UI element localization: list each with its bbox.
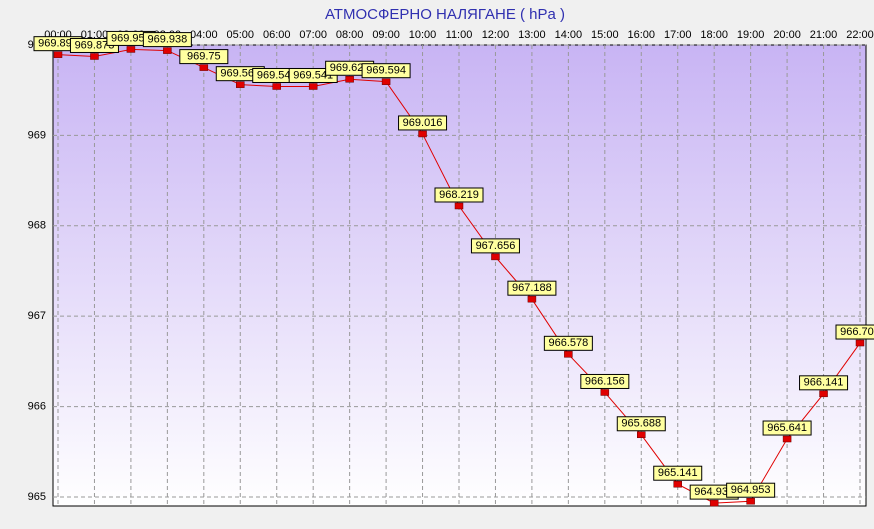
- data-label: 965.141: [658, 467, 698, 479]
- data-label: 967.188: [512, 282, 552, 294]
- point-marker: [600, 389, 610, 396]
- point-marker: [418, 130, 427, 138]
- data-label: 969.938: [147, 34, 187, 46]
- data-label: 969.561: [220, 68, 260, 80]
- y-tick-label: 966: [28, 400, 46, 412]
- y-tick-label: 965: [28, 491, 46, 503]
- label-box: [543, 335, 593, 351]
- x-tick-label: 01:00: [81, 29, 109, 41]
- x-tick-label: 21:00: [810, 29, 838, 41]
- point-marker: [673, 480, 682, 488]
- data-label: 968.219: [439, 189, 479, 201]
- x-tick-label: 05:00: [227, 29, 255, 41]
- data-label: 969.75: [187, 51, 221, 63]
- data-label: 969.873: [75, 39, 115, 51]
- data-label: 969.541: [257, 69, 297, 81]
- data-label: 966.578: [548, 337, 588, 349]
- label-box: [434, 187, 484, 203]
- data-label: 965.688: [621, 418, 661, 430]
- data-label: 969.621: [330, 62, 370, 74]
- plot-area: [52, 44, 867, 507]
- point-marker: [527, 295, 537, 303]
- point-marker: [381, 78, 391, 85]
- x-tick-label: 16:00: [628, 29, 656, 41]
- label-box: [142, 32, 192, 48]
- data-label: 964.932: [694, 486, 734, 498]
- x-tick-label: 20:00: [773, 29, 801, 41]
- point-marker: [199, 64, 209, 71]
- point-marker: [819, 390, 828, 398]
- x-tick-label: 19:00: [737, 29, 765, 41]
- label-box: [507, 280, 557, 296]
- y-tick-label: 969: [28, 129, 46, 141]
- label-box: [179, 49, 229, 65]
- point-marker: [491, 253, 500, 261]
- point-marker: [90, 53, 99, 60]
- point-marker: [454, 202, 464, 210]
- point-marker: [746, 497, 755, 505]
- point-marker: [308, 83, 318, 90]
- label-box: [799, 375, 849, 391]
- point-marker: [637, 431, 646, 439]
- point-marker: [272, 83, 281, 90]
- label-box: [580, 373, 630, 389]
- point-marker: [855, 339, 865, 347]
- x-tick-label: 09:00: [372, 29, 400, 41]
- y-tick-label: 968: [28, 220, 46, 232]
- x-tick-label: 11:00: [446, 29, 473, 41]
- data-label: 964.953: [731, 484, 771, 496]
- x-tick-label: 22:00: [846, 29, 874, 41]
- x-tick-label: 10:00: [409, 29, 437, 41]
- data-label: 966.703: [840, 326, 874, 338]
- label-box: [762, 420, 812, 436]
- data-label: 969.951: [111, 32, 151, 44]
- point-marker: [163, 47, 172, 54]
- x-tick-label: 15:00: [591, 29, 619, 41]
- data-label: 967.656: [476, 240, 516, 252]
- x-tick-label: 12:00: [482, 29, 510, 41]
- point-marker: [236, 81, 245, 88]
- label-box: [726, 482, 776, 498]
- label-box: [616, 416, 666, 432]
- x-tick-label: 07:00: [299, 29, 327, 41]
- x-tick-label: 14:00: [555, 29, 583, 41]
- point-marker: [709, 499, 719, 507]
- point-marker: [564, 351, 573, 358]
- point-marker: [126, 46, 136, 53]
- data-label: 969.541: [293, 69, 333, 81]
- label-box: [361, 63, 411, 79]
- data-label: 969.594: [366, 65, 406, 77]
- point-marker: [345, 76, 354, 83]
- data-label: 969.893: [38, 38, 78, 50]
- x-tick-label: 08:00: [336, 29, 364, 41]
- label-box: [398, 115, 448, 131]
- x-tick-label: 17:00: [664, 29, 692, 41]
- data-label: 966.156: [585, 375, 625, 387]
- data-label: 969.016: [403, 117, 443, 129]
- x-tick-label: 18:00: [700, 29, 728, 41]
- label-box: [653, 465, 703, 481]
- label-box: [470, 238, 520, 254]
- label-box: [835, 324, 874, 340]
- x-tick-label: 06:00: [263, 29, 291, 41]
- data-label: 966.141: [804, 377, 844, 389]
- point-marker: [53, 51, 63, 58]
- chart-title: АТМОСФЕРНО НАЛЯГАНЕ ( hPa ): [325, 6, 565, 23]
- x-tick-label: 04:00: [190, 29, 218, 41]
- data-label: 965.641: [767, 422, 807, 434]
- y-tick-label: 967: [28, 310, 46, 322]
- x-tick-label: 13:00: [518, 29, 546, 41]
- point-marker: [782, 435, 792, 443]
